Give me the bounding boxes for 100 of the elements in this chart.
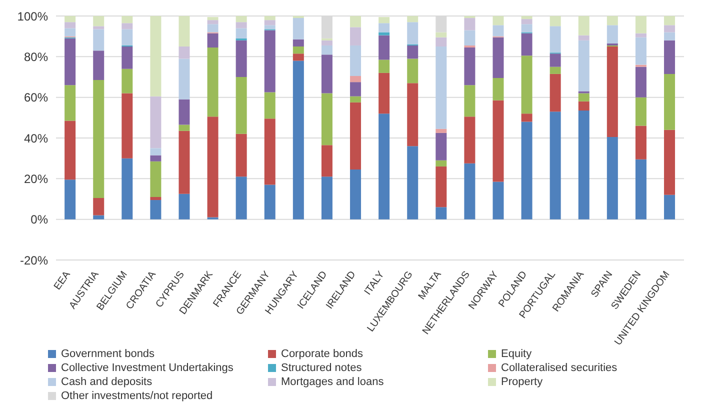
bar [264, 118, 276, 185]
bar [378, 114, 390, 220]
bar [178, 16, 190, 46]
bar [150, 16, 162, 96]
bar [178, 99, 190, 125]
bar [236, 176, 247, 220]
bar [350, 102, 362, 170]
bar [207, 20, 218, 24]
bar [521, 24, 532, 32]
bar [122, 68, 133, 94]
bar [93, 50, 104, 80]
bar [122, 46, 133, 69]
bar [236, 40, 247, 77]
bar [635, 159, 646, 220]
bar [464, 18, 476, 30]
bar [436, 166, 447, 208]
bar [550, 66, 561, 74]
bar [321, 54, 332, 94]
bar [264, 92, 276, 119]
legend-label: Collective Investment Undertakings [61, 362, 234, 374]
legend-label: Cash and deposits [61, 376, 152, 388]
bar [492, 100, 504, 182]
bar [436, 132, 447, 160]
bar [407, 45, 418, 59]
legend-label: Mortgages and loans [281, 376, 384, 388]
bar [178, 46, 190, 59]
bar [93, 198, 104, 216]
bar [350, 45, 362, 76]
bar [664, 16, 676, 26]
bar [664, 32, 676, 40]
bar [292, 18, 304, 40]
bar [93, 80, 104, 198]
bar [150, 148, 162, 156]
bar [407, 58, 418, 84]
bar [521, 56, 532, 114]
bar [93, 215, 104, 220]
bar [578, 16, 590, 36]
bar [378, 35, 390, 60]
bar [93, 26, 104, 30]
bar [264, 184, 276, 220]
legend-label: Collateralised securities [501, 362, 618, 374]
legend-label: Property [501, 376, 543, 388]
bar [264, 20, 276, 26]
bar [606, 16, 618, 26]
bar [436, 128, 447, 133]
bar [207, 24, 218, 32]
bar [464, 163, 476, 220]
bar [578, 101, 590, 111]
bar [236, 77, 247, 134]
bar [93, 16, 104, 26]
bar [64, 85, 76, 121]
bar [635, 16, 646, 34]
bar [635, 97, 646, 126]
bar [150, 96, 162, 148]
bar [578, 35, 590, 40]
bar [178, 130, 190, 194]
legend-label: Corporate bonds [281, 348, 363, 360]
bar [521, 19, 532, 24]
bar [407, 22, 418, 44]
bar [521, 114, 532, 122]
bar [578, 93, 590, 102]
bar [664, 194, 676, 220]
legend-label: Equity [501, 348, 532, 360]
bar [407, 83, 418, 146]
bar [378, 72, 390, 114]
bar [550, 74, 561, 112]
y-tick-label: -20% [20, 253, 48, 268]
bar [550, 54, 561, 67]
bar [635, 126, 646, 160]
bar [492, 16, 504, 26]
y-tick-label: 60% [24, 90, 48, 105]
bar [635, 66, 646, 98]
bar [492, 182, 504, 220]
bar [436, 32, 447, 38]
bar [635, 33, 646, 38]
y-tick-label: 80% [24, 50, 48, 64]
bar [606, 46, 618, 137]
bar [492, 78, 504, 100]
bar [122, 158, 133, 220]
bar [207, 33, 218, 48]
y-tick-label: 100% [17, 9, 48, 24]
bar [178, 124, 190, 131]
bar [64, 180, 76, 220]
bar [150, 200, 162, 220]
bar [407, 16, 418, 22]
bar [122, 16, 133, 24]
bar [436, 46, 447, 129]
bar [578, 110, 590, 220]
legend-label: Government bonds [61, 348, 155, 360]
bar [207, 116, 218, 218]
bar [492, 37, 504, 78]
bar [321, 93, 332, 146]
bar [264, 25, 276, 30]
bar [378, 17, 390, 24]
bar [236, 22, 247, 28]
bar [321, 45, 332, 55]
bar [521, 33, 532, 56]
bar [150, 161, 162, 197]
bar [321, 145, 332, 177]
bar [350, 27, 362, 46]
